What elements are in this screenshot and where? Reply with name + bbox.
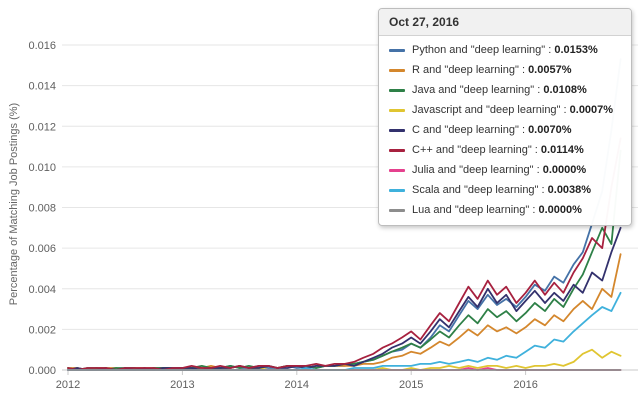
tooltip-row: Python and "deep learning" : 0.0153% — [379, 40, 631, 60]
cpp-series-color-swatch — [389, 148, 405, 152]
tooltip-row: Java and "deep learning" : 0.0108% — [379, 80, 631, 100]
x-tick-label: 2012 — [56, 379, 80, 391]
series-value: 0.0114% — [540, 144, 584, 156]
y-tick-label: 0.016 — [28, 40, 56, 52]
tooltip-row: Lua and "deep learning" : 0.0000% — [379, 200, 631, 220]
series-value: 0.0000% — [542, 164, 587, 176]
java-series-color-swatch — [389, 88, 405, 92]
series-label: Julia and "deep learning" : — [412, 164, 543, 176]
scala-series-color-swatch — [389, 188, 405, 192]
y-tick-label: 0.006 — [28, 243, 56, 255]
series-value: 0.0038% — [547, 184, 592, 196]
series-value: 0.0153% — [554, 44, 598, 56]
series-value: 0.0000% — [538, 204, 582, 216]
x-tick-label: 2014 — [285, 379, 309, 391]
tooltip-row: Scala and "deep learning" : 0.0038% — [379, 180, 631, 200]
y-tick-label: 0.000 — [28, 365, 56, 377]
x-tick-label: 2015 — [399, 379, 423, 391]
tooltip-row: C++ and "deep learning" : 0.0114% — [379, 140, 631, 160]
series-label: C and "deep learning" : — [412, 124, 529, 136]
series-label: Lua and "deep learning" : — [412, 204, 539, 216]
tooltip-row: Julia and "deep learning" : 0.0000% — [379, 160, 631, 180]
series-label: C++ and "deep learning" : — [412, 144, 541, 156]
lua-series-color-swatch — [389, 208, 405, 212]
javascript-series-line[interactable] — [67, 348, 622, 371]
x-tick-label: 2016 — [513, 379, 537, 391]
series-label: Java and "deep learning" : — [412, 84, 544, 96]
tooltip: Oct 27, 2016 Python and "deep learning" … — [378, 8, 632, 226]
y-tick-label: 0.004 — [28, 284, 56, 296]
tooltip-title: Oct 27, 2016 — [379, 9, 631, 36]
series-value: 0.0057% — [528, 64, 572, 76]
c-series-line[interactable] — [67, 226, 622, 371]
series-label: R and "deep learning" : — [412, 64, 529, 76]
y-tick-label: 0.014 — [28, 81, 56, 93]
y-tick-label: 0.010 — [28, 162, 56, 174]
c-series-color-swatch — [389, 128, 405, 132]
series-label: Javascript and "deep learning" : — [412, 104, 570, 116]
y-tick-label: 0.008 — [28, 203, 56, 215]
series-label: Scala and "deep learning" : — [412, 184, 548, 196]
x-tick-label: 2013 — [170, 379, 194, 391]
series-label: Python and "deep learning" : — [412, 44, 555, 56]
y-tick-label: 0.012 — [28, 121, 56, 133]
tooltip-row: C and "deep learning" : 0.0070% — [379, 120, 631, 140]
series-value: 0.0108% — [543, 84, 587, 96]
javascript-series-color-swatch — [389, 108, 405, 112]
python-series-color-swatch — [389, 48, 405, 52]
tooltip-row: Javascript and "deep learning" : 0.0007% — [379, 100, 631, 120]
tooltip-row: R and "deep learning" : 0.0057% — [379, 60, 631, 80]
y-tick-label: 0.002 — [28, 324, 56, 336]
series-value: 0.0070% — [528, 124, 572, 136]
julia-series-color-swatch — [389, 168, 405, 172]
r-series-line[interactable] — [67, 253, 622, 371]
series-value: 0.0007% — [569, 104, 614, 116]
r-series-color-swatch — [389, 68, 405, 72]
tooltip-rows: Python and "deep learning" : 0.0153% R an… — [379, 36, 631, 225]
